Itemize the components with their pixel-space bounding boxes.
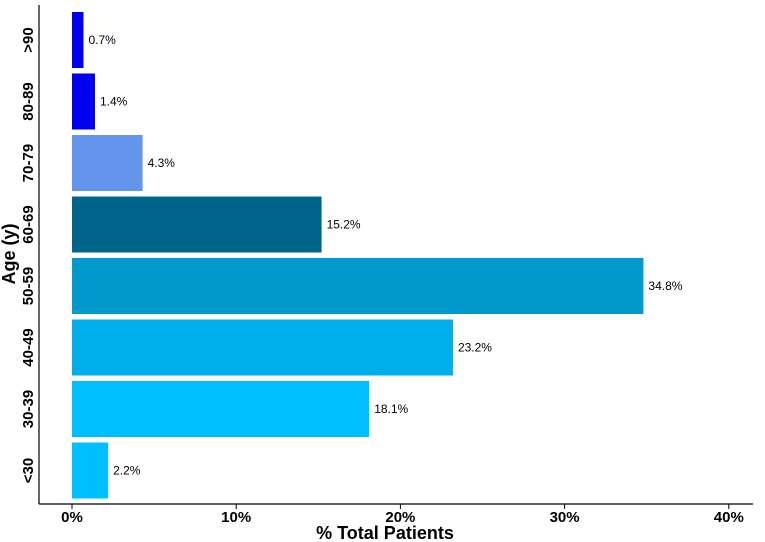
bar-70-79 — [72, 135, 143, 191]
y-tick-label: 30-39 — [20, 390, 37, 428]
y-tick-label: 80-89 — [20, 82, 37, 120]
bars-layer — [72, 12, 644, 499]
bar-60-69 — [72, 196, 322, 253]
bar-50-59 — [72, 258, 644, 314]
x-tick-label: 0% — [61, 509, 83, 526]
value-labels-layer: 0.7% 1.4% 4.3% 15.2% 34.8% 23.2% 18.1% 2.2% — [88, 33, 682, 478]
bar-40-49 — [72, 319, 453, 376]
y-tick-label: >90 — [20, 27, 37, 52]
bar-<30 — [72, 442, 109, 499]
y-tick-label: 40-49 — [20, 328, 37, 366]
x-tick-label: 40% — [714, 509, 744, 526]
bar-30-39 — [72, 381, 370, 437]
x-tick-label: 30% — [550, 509, 580, 526]
x-tick-labels-layer: 0% 10% 20% 30% 40% — [61, 504, 744, 526]
bar-value-label: 23.2% — [458, 341, 492, 355]
bar-value-label: 34.8% — [648, 279, 682, 293]
x-tick-label: 20% — [385, 509, 415, 526]
y-tick-label: <30 — [20, 458, 37, 483]
bar-value-label: 18.1% — [374, 402, 408, 416]
bar-value-label: 0.7% — [88, 33, 116, 47]
y-axis-title: Age (y) — [0, 223, 19, 284]
bar-value-label: 4.3% — [148, 156, 176, 170]
bar-value-label: 2.2% — [113, 464, 141, 478]
y-tick-label: 60-69 — [20, 205, 37, 243]
y-tick-label: 70-79 — [20, 144, 37, 182]
bar-value-label: 15.2% — [327, 218, 361, 232]
x-tick-label: 10% — [221, 509, 251, 526]
bar-80-89 — [72, 73, 95, 130]
y-tick-label: 50-59 — [20, 267, 37, 305]
bar->90 — [72, 12, 84, 68]
y-tick-labels-layer: >90 80-89 70-79 60-69 50-59 40-49 30-39 <30 — [20, 27, 37, 483]
bar-value-label: 1.4% — [100, 95, 128, 109]
x-axis-title: % Total Patients — [316, 523, 454, 542]
